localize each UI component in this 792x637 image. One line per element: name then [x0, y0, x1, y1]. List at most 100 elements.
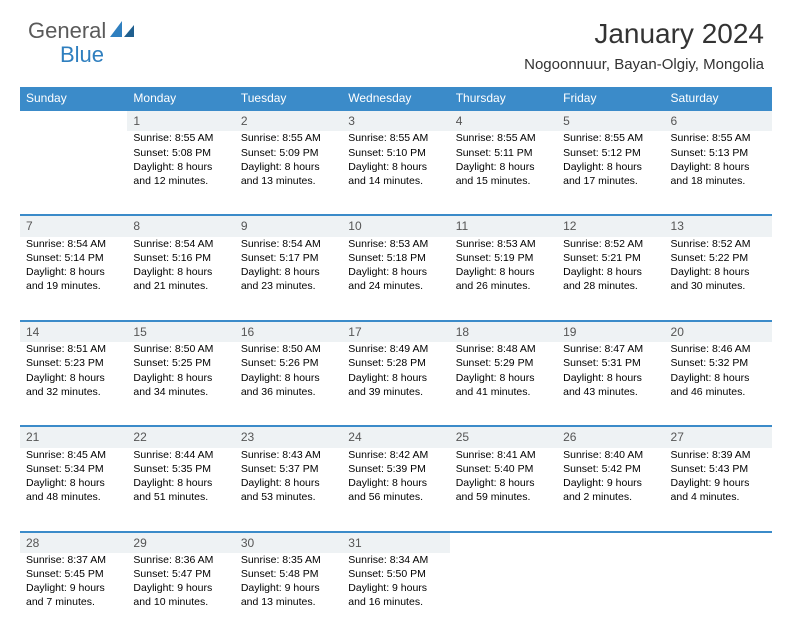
day-number: 31	[342, 532, 449, 553]
sunset-text: Sunset: 5:43 PM	[671, 462, 766, 476]
day-number: 7	[20, 215, 127, 236]
day-header: Friday	[557, 87, 664, 110]
dl1-text: Daylight: 8 hours	[348, 476, 443, 490]
day-number: 2	[235, 110, 342, 131]
dl1-text: Daylight: 8 hours	[456, 371, 551, 385]
day-number: 27	[665, 426, 772, 447]
dl2-text: and 19 minutes.	[26, 279, 121, 293]
dl2-text: and 41 minutes.	[456, 385, 551, 399]
sunset-text: Sunset: 5:22 PM	[671, 251, 766, 265]
sunrise-text: Sunrise: 8:50 AM	[133, 342, 228, 356]
dl2-text: and 13 minutes.	[241, 174, 336, 188]
dl2-text: and 28 minutes.	[563, 279, 658, 293]
sunrise-text: Sunrise: 8:41 AM	[456, 448, 551, 462]
sunrise-text: Sunrise: 8:44 AM	[133, 448, 228, 462]
dl2-text: and 30 minutes.	[671, 279, 766, 293]
dl1-text: Daylight: 8 hours	[26, 476, 121, 490]
dl1-text: Daylight: 8 hours	[456, 160, 551, 174]
sunset-text: Sunset: 5:08 PM	[133, 146, 228, 160]
dl1-text: Daylight: 8 hours	[563, 371, 658, 385]
dl1-text: Daylight: 8 hours	[133, 371, 228, 385]
sunrise-text: Sunrise: 8:35 AM	[241, 553, 336, 567]
day-cell: Sunrise: 8:52 AMSunset: 5:22 PMDaylight:…	[665, 237, 772, 321]
dl1-text: Daylight: 9 hours	[133, 581, 228, 595]
sunrise-text: Sunrise: 8:55 AM	[563, 131, 658, 145]
day-number: 26	[557, 426, 664, 447]
day-cell: Sunrise: 8:47 AMSunset: 5:31 PMDaylight:…	[557, 342, 664, 426]
sunset-text: Sunset: 5:25 PM	[133, 356, 228, 370]
dl2-text: and 59 minutes.	[456, 490, 551, 504]
day-cell	[450, 553, 557, 637]
data-row: Sunrise: 8:55 AMSunset: 5:08 PMDaylight:…	[20, 131, 772, 215]
sunset-text: Sunset: 5:17 PM	[241, 251, 336, 265]
day-cell	[20, 131, 127, 215]
day-cell: Sunrise: 8:55 AMSunset: 5:12 PMDaylight:…	[557, 131, 664, 215]
sunrise-text: Sunrise: 8:55 AM	[671, 131, 766, 145]
day-number: 17	[342, 321, 449, 342]
dl1-text: Daylight: 8 hours	[671, 371, 766, 385]
dl1-text: Daylight: 8 hours	[456, 265, 551, 279]
dl2-text: and 4 minutes.	[671, 490, 766, 504]
dl1-text: Daylight: 9 hours	[26, 581, 121, 595]
daynum-row: 123456	[20, 110, 772, 131]
dl1-text: Daylight: 8 hours	[133, 160, 228, 174]
day-number: 23	[235, 426, 342, 447]
sunset-text: Sunset: 5:18 PM	[348, 251, 443, 265]
sunrise-text: Sunrise: 8:54 AM	[241, 237, 336, 251]
sunset-text: Sunset: 5:29 PM	[456, 356, 551, 370]
sunrise-text: Sunrise: 8:51 AM	[26, 342, 121, 356]
dl1-text: Daylight: 8 hours	[133, 265, 228, 279]
brand-logo: General Blue	[28, 18, 138, 44]
day-cell: Sunrise: 8:45 AMSunset: 5:34 PMDaylight:…	[20, 448, 127, 532]
day-cell: Sunrise: 8:35 AMSunset: 5:48 PMDaylight:…	[235, 553, 342, 637]
day-number: 21	[20, 426, 127, 447]
day-cell: Sunrise: 8:37 AMSunset: 5:45 PMDaylight:…	[20, 553, 127, 637]
day-cell: Sunrise: 8:42 AMSunset: 5:39 PMDaylight:…	[342, 448, 449, 532]
data-row: Sunrise: 8:45 AMSunset: 5:34 PMDaylight:…	[20, 448, 772, 532]
day-number: 5	[557, 110, 664, 131]
sunset-text: Sunset: 5:19 PM	[456, 251, 551, 265]
day-number: 10	[342, 215, 449, 236]
sunrise-text: Sunrise: 8:37 AM	[26, 553, 121, 567]
dl1-text: Daylight: 9 hours	[671, 476, 766, 490]
dl1-text: Daylight: 8 hours	[241, 160, 336, 174]
day-cell: Sunrise: 8:49 AMSunset: 5:28 PMDaylight:…	[342, 342, 449, 426]
day-header-row: Sunday Monday Tuesday Wednesday Thursday…	[20, 87, 772, 110]
day-number: 11	[450, 215, 557, 236]
day-number	[20, 110, 127, 131]
data-row: Sunrise: 8:37 AMSunset: 5:45 PMDaylight:…	[20, 553, 772, 637]
sunset-text: Sunset: 5:14 PM	[26, 251, 121, 265]
day-number: 22	[127, 426, 234, 447]
dl1-text: Daylight: 8 hours	[26, 371, 121, 385]
sunset-text: Sunset: 5:21 PM	[563, 251, 658, 265]
day-number: 29	[127, 532, 234, 553]
dl2-text: and 21 minutes.	[133, 279, 228, 293]
dl2-text: and 23 minutes.	[241, 279, 336, 293]
daynum-row: 78910111213	[20, 215, 772, 236]
sunset-text: Sunset: 5:34 PM	[26, 462, 121, 476]
sunset-text: Sunset: 5:23 PM	[26, 356, 121, 370]
day-cell: Sunrise: 8:50 AMSunset: 5:26 PMDaylight:…	[235, 342, 342, 426]
dl2-text: and 18 minutes.	[671, 174, 766, 188]
dl1-text: Daylight: 9 hours	[241, 581, 336, 595]
day-number: 16	[235, 321, 342, 342]
dl2-text: and 43 minutes.	[563, 385, 658, 399]
sunrise-text: Sunrise: 8:34 AM	[348, 553, 443, 567]
sunset-text: Sunset: 5:39 PM	[348, 462, 443, 476]
sunrise-text: Sunrise: 8:43 AM	[241, 448, 336, 462]
sunrise-text: Sunrise: 8:54 AM	[26, 237, 121, 251]
day-cell: Sunrise: 8:41 AMSunset: 5:40 PMDaylight:…	[450, 448, 557, 532]
day-number: 13	[665, 215, 772, 236]
dl2-text: and 7 minutes.	[26, 595, 121, 609]
sunrise-text: Sunrise: 8:47 AM	[563, 342, 658, 356]
sunset-text: Sunset: 5:10 PM	[348, 146, 443, 160]
day-cell: Sunrise: 8:52 AMSunset: 5:21 PMDaylight:…	[557, 237, 664, 321]
sunset-text: Sunset: 5:32 PM	[671, 356, 766, 370]
day-header: Tuesday	[235, 87, 342, 110]
day-cell: Sunrise: 8:46 AMSunset: 5:32 PMDaylight:…	[665, 342, 772, 426]
day-number	[557, 532, 664, 553]
day-cell: Sunrise: 8:36 AMSunset: 5:47 PMDaylight:…	[127, 553, 234, 637]
dl2-text: and 51 minutes.	[133, 490, 228, 504]
calendar-table: Sunday Monday Tuesday Wednesday Thursday…	[20, 87, 772, 637]
sunrise-text: Sunrise: 8:55 AM	[456, 131, 551, 145]
